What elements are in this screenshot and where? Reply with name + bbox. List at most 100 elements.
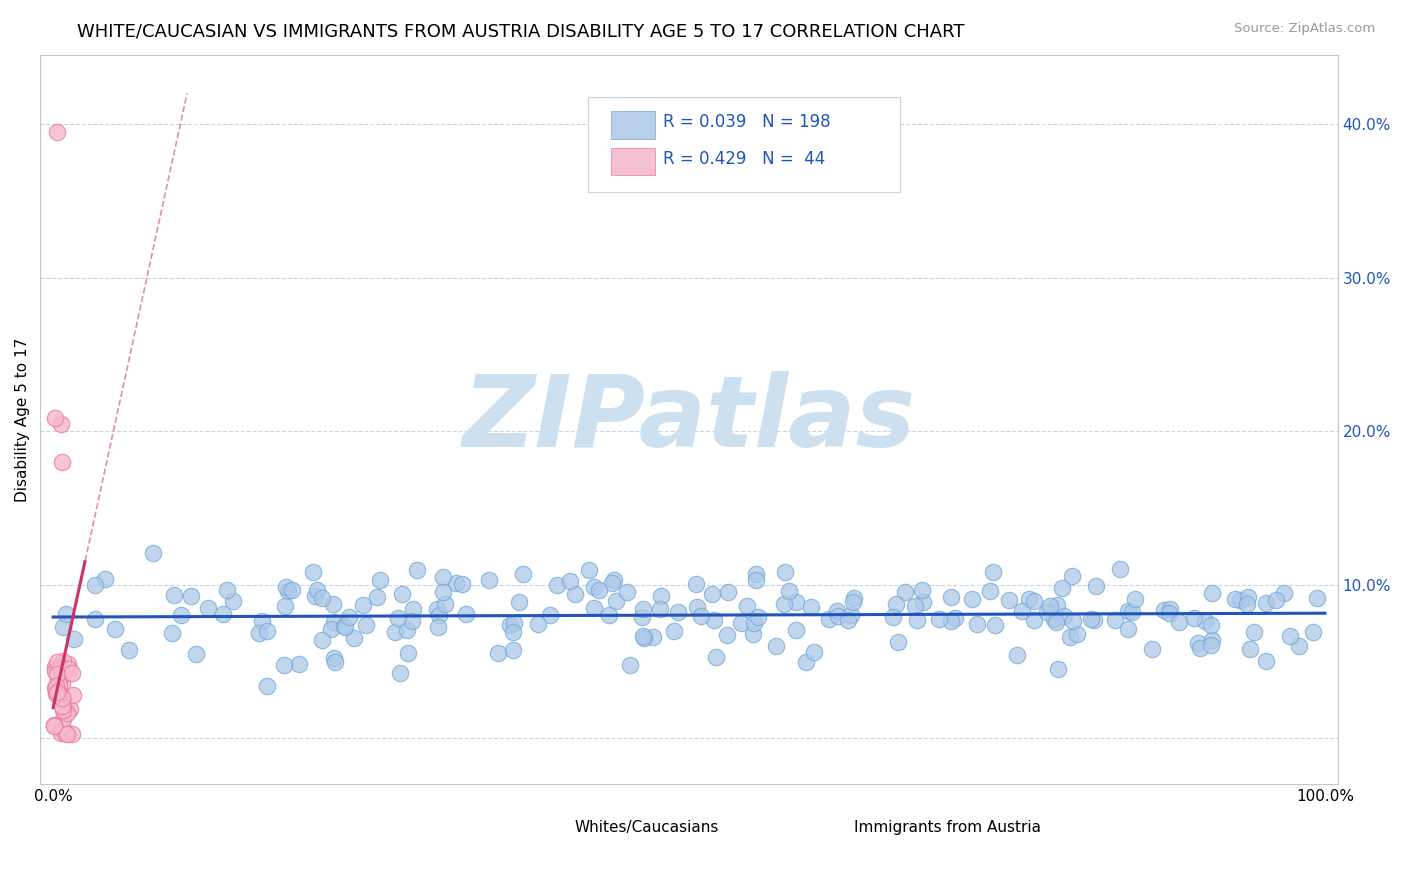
- Point: [630, 609, 652, 624]
- Point: [742, 627, 765, 641]
- Point: [1085, 579, 1108, 593]
- Point: [45, 679, 67, 693]
- Point: [51, 712, 73, 726]
- Point: [58, 657, 80, 671]
- Point: [305, 583, 328, 598]
- Point: [1187, 635, 1209, 649]
- Point: [222, 593, 245, 607]
- Point: [686, 600, 709, 615]
- Point: [55, 704, 77, 718]
- Point: [1050, 581, 1073, 595]
- Point: [387, 610, 409, 624]
- Point: [478, 573, 501, 587]
- Point: [170, 607, 193, 622]
- Point: [512, 566, 534, 581]
- Point: [197, 601, 219, 615]
- Point: [717, 584, 740, 599]
- Point: [1306, 591, 1329, 606]
- Point: [427, 607, 450, 622]
- FancyBboxPatch shape: [537, 815, 571, 839]
- Point: [1223, 592, 1246, 607]
- Point: [1060, 569, 1083, 583]
- Point: [1272, 585, 1295, 599]
- Point: [1243, 625, 1265, 640]
- Point: [928, 612, 950, 626]
- Point: [598, 608, 620, 623]
- Point: [48, 687, 70, 701]
- Point: [401, 614, 423, 628]
- Point: [45, 655, 67, 669]
- Point: [1256, 654, 1278, 668]
- Point: [433, 597, 456, 611]
- Point: [1118, 622, 1140, 636]
- Point: [578, 563, 600, 577]
- Point: [56, 727, 79, 741]
- Point: [46, 673, 69, 688]
- Point: [1279, 629, 1302, 643]
- Point: [894, 585, 917, 599]
- Point: [48, 678, 70, 692]
- Point: [742, 615, 765, 630]
- Point: [402, 602, 425, 616]
- Point: [785, 595, 807, 609]
- Point: [538, 607, 561, 622]
- Text: Whites/Caucasians: Whites/Caucasians: [575, 820, 720, 835]
- Point: [83, 612, 105, 626]
- Point: [451, 577, 474, 591]
- Point: [1159, 601, 1181, 615]
- Point: [1229, 593, 1251, 607]
- Point: [319, 622, 342, 636]
- Point: [502, 624, 524, 639]
- Point: [1104, 613, 1126, 627]
- Text: WHITE/CAUCASIAN VS IMMIGRANTS FROM AUSTRIA DISABILITY AGE 5 TO 17 CORRELATION CH: WHITE/CAUCASIAN VS IMMIGRANTS FROM AUSTR…: [77, 22, 965, 40]
- Point: [603, 574, 626, 588]
- Point: [163, 588, 186, 602]
- Point: [51, 668, 73, 682]
- Point: [432, 584, 454, 599]
- Point: [217, 583, 239, 598]
- Point: [1140, 641, 1163, 656]
- Point: [1045, 615, 1067, 629]
- Point: [1036, 606, 1059, 620]
- Point: [619, 658, 641, 673]
- Point: [488, 646, 510, 660]
- Point: [256, 679, 278, 693]
- Point: [333, 620, 356, 634]
- Point: [44, 681, 66, 696]
- Point: [979, 584, 1001, 599]
- Point: [1288, 639, 1310, 653]
- Point: [1039, 599, 1062, 614]
- Point: [46, 684, 69, 698]
- Point: [51, 699, 73, 714]
- Point: [273, 658, 295, 673]
- Point: [998, 593, 1021, 607]
- Point: [772, 597, 794, 611]
- Point: [1046, 662, 1069, 676]
- Point: [46, 659, 69, 673]
- Point: [605, 594, 627, 608]
- Point: [311, 591, 333, 605]
- Point: [631, 629, 654, 643]
- Point: [735, 599, 758, 613]
- FancyBboxPatch shape: [612, 148, 655, 176]
- Point: [960, 592, 983, 607]
- Point: [685, 577, 707, 591]
- Point: [700, 587, 723, 601]
- Point: [142, 546, 165, 560]
- Point: [52, 620, 75, 634]
- Point: [602, 575, 624, 590]
- Point: [666, 605, 689, 619]
- Point: [884, 597, 907, 611]
- Point: [49, 725, 72, 739]
- Point: [943, 611, 966, 625]
- Point: [84, 578, 107, 592]
- Point: [842, 595, 865, 609]
- Point: [62, 688, 84, 702]
- Point: [396, 646, 419, 660]
- Point: [939, 590, 962, 604]
- Point: [45, 687, 67, 701]
- Point: [744, 573, 766, 587]
- Point: [427, 620, 450, 634]
- Point: [839, 607, 862, 622]
- Point: [1007, 648, 1029, 662]
